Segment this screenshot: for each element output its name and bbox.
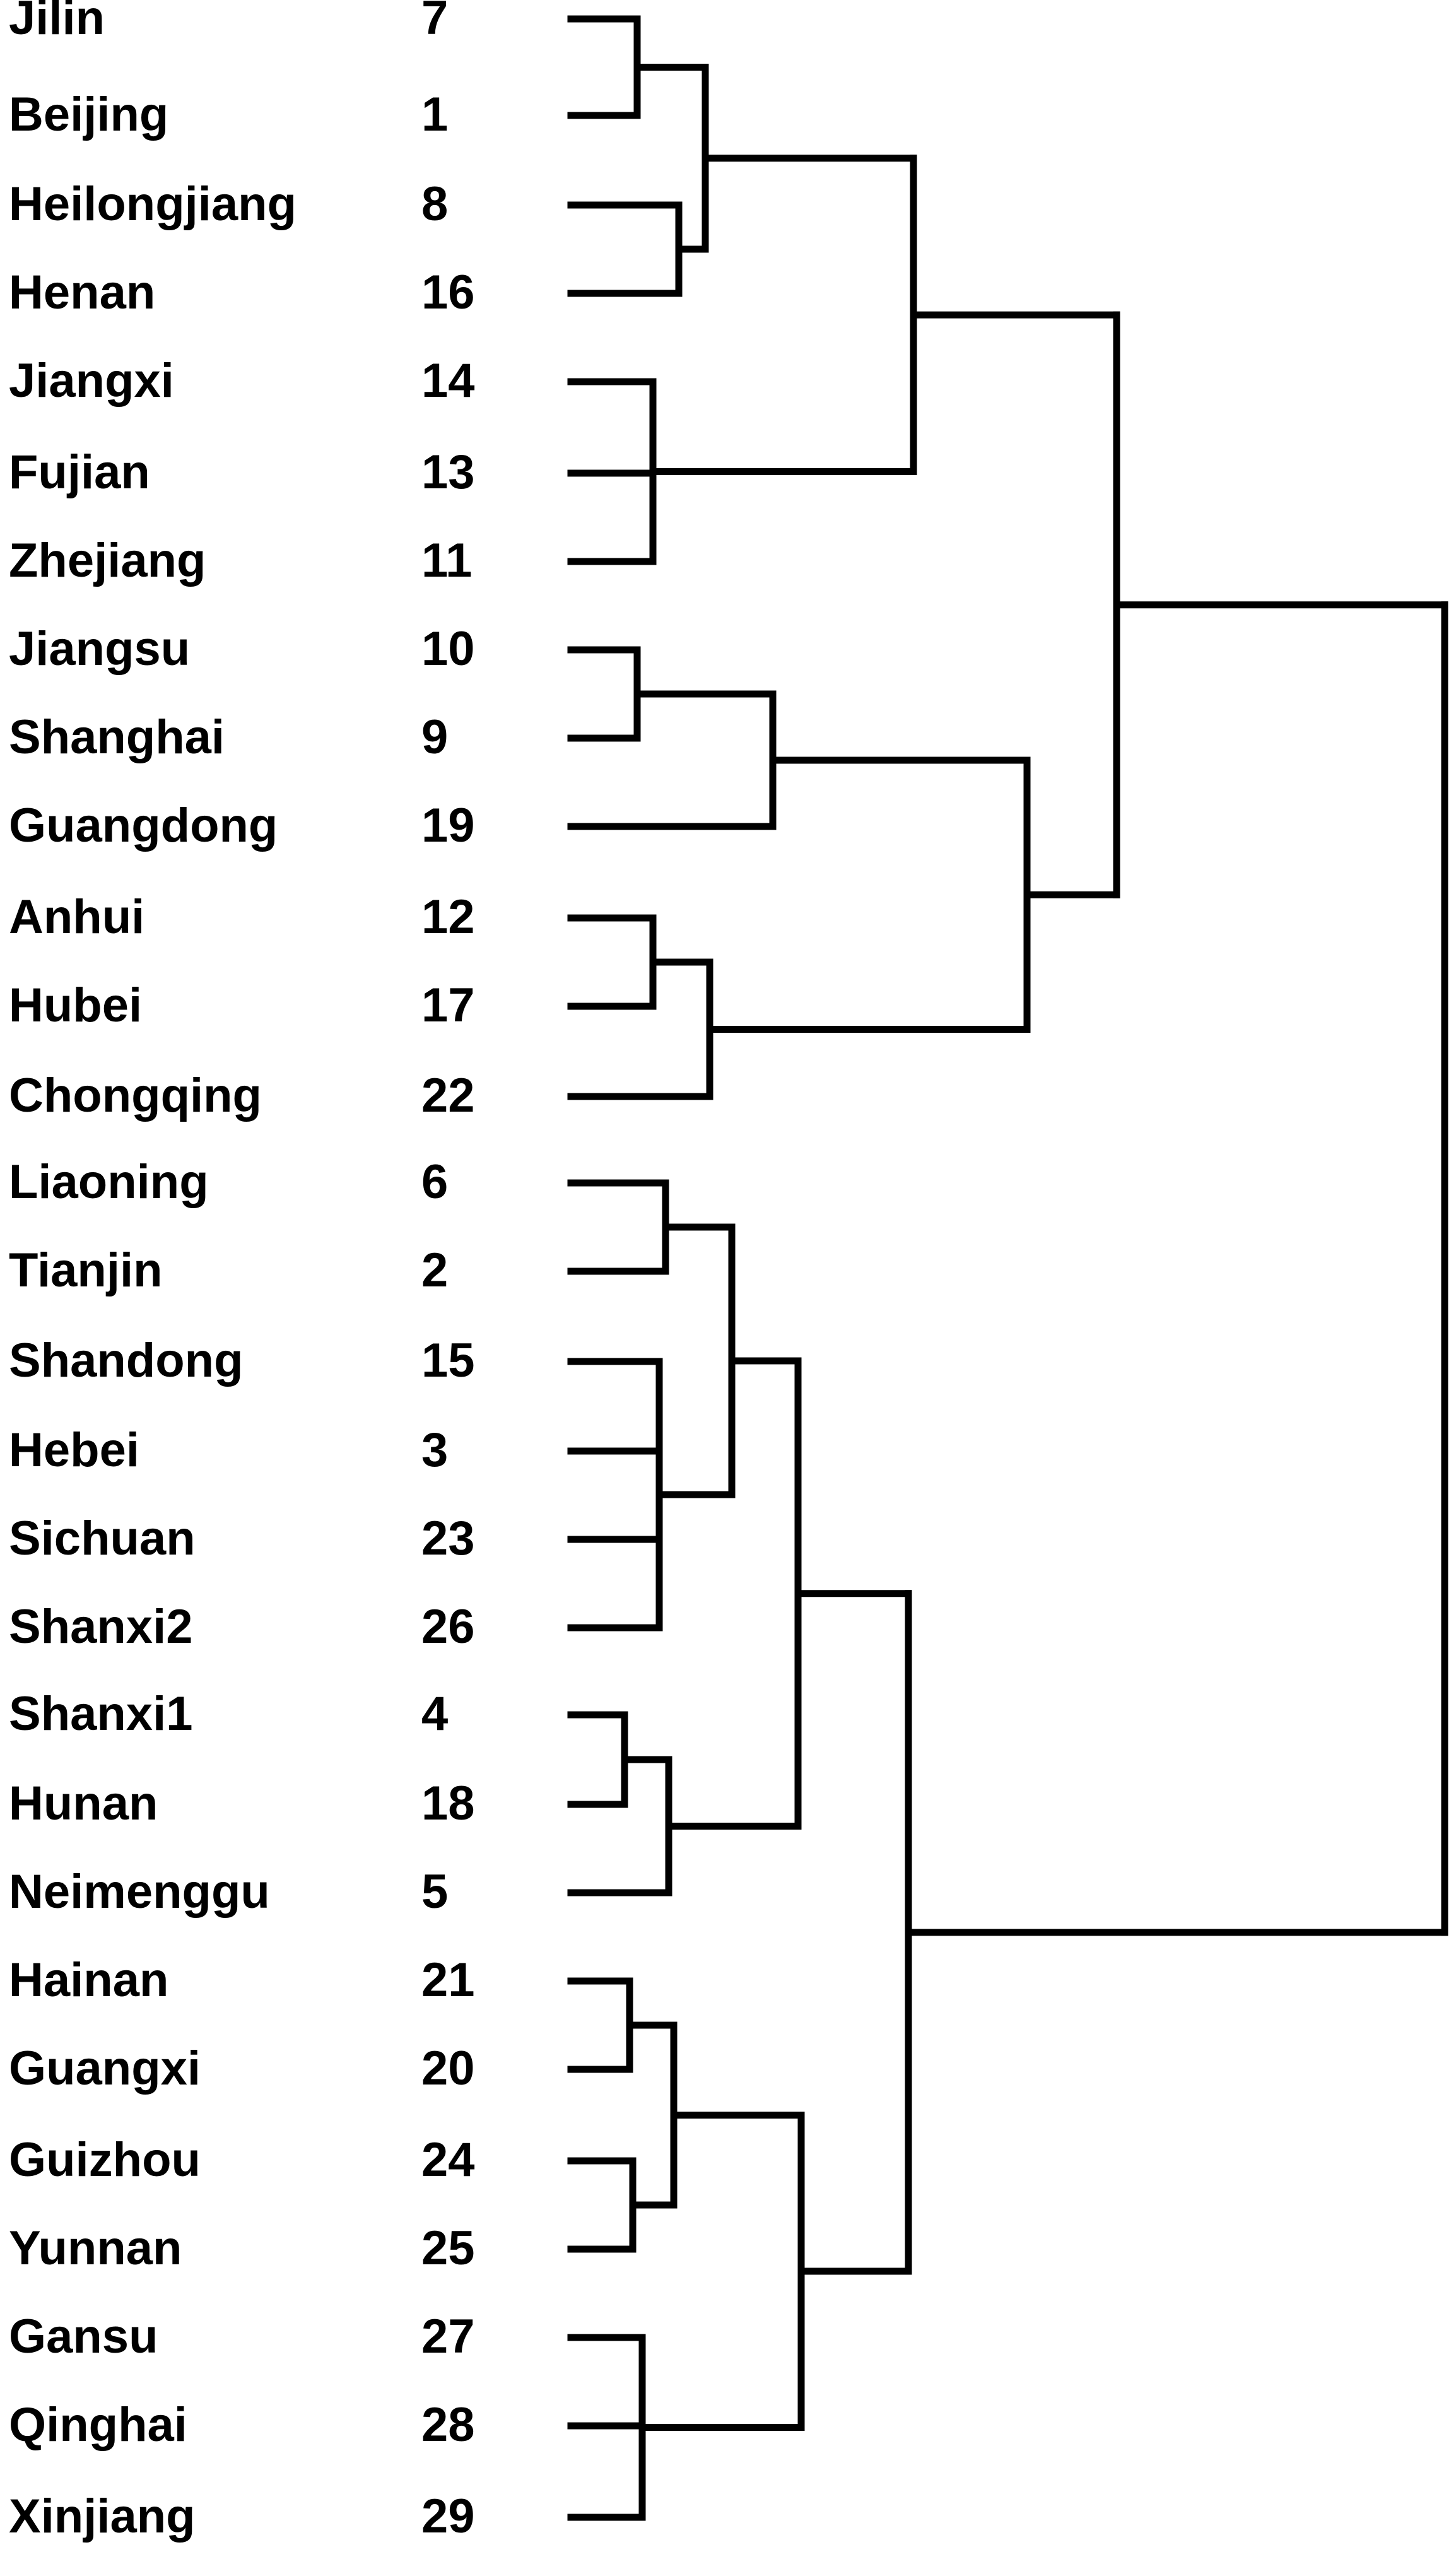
- leaf-number-label: 12: [421, 890, 475, 944]
- leaf-name-label: Liaoning: [9, 1155, 209, 1209]
- leaf-number-label: 11: [421, 534, 472, 587]
- leaf-name-label: Neimenggu: [9, 1865, 270, 1919]
- leaf-name-label: Chongqing: [9, 1069, 262, 1122]
- leaf-number-label: 1: [421, 88, 448, 141]
- leaf-name-label: Guangxi: [9, 2042, 201, 2095]
- leaf-name-label: Shanxi1: [9, 1687, 192, 1741]
- leaf-number-label: 17: [421, 979, 475, 1032]
- leaf-name-label: Shanxi2: [9, 1600, 192, 1654]
- leaf-name-label: Hainan: [9, 1953, 168, 2007]
- leaf-number-label: 9: [421, 710, 448, 764]
- leaf-number-label: 7: [421, 0, 448, 45]
- leaf-name-label: Shanghai: [9, 710, 225, 764]
- leaf-number-label: 5: [421, 1865, 448, 1919]
- leaf-name-label: Jiangxi: [9, 354, 174, 408]
- leaf-name-label: Fujian: [9, 445, 150, 499]
- leaf-name-label: Tianjin: [9, 1244, 163, 1297]
- leaf-number-label: 28: [421, 2398, 475, 2452]
- leaf-name-label: Jilin: [9, 0, 105, 45]
- leaf-name-label: Anhui: [9, 890, 144, 944]
- leaf-name-label: Zhejiang: [9, 534, 206, 587]
- leaf-name-label: Guangdong: [9, 799, 278, 852]
- leaf-number-label: 3: [421, 1423, 448, 1477]
- leaf-number-label: 20: [421, 2042, 475, 2095]
- leaf-number-label: 16: [421, 266, 475, 319]
- leaf-number-label: 18: [421, 1777, 475, 1830]
- leaf-name-label: Gansu: [9, 2310, 158, 2363]
- leaf-number-label: 13: [421, 445, 475, 499]
- leaf-name-label: Guizhou: [9, 2133, 201, 2187]
- leaf-number-label: 27: [421, 2310, 475, 2363]
- leaf-name-label: Yunnan: [9, 2221, 182, 2275]
- leaf-name-label: Hebei: [9, 1423, 139, 1477]
- leaf-name-label: Shandong: [9, 1334, 244, 1387]
- leaf-number-label: 14: [421, 354, 475, 408]
- leaf-name-label: Heilongjiang: [9, 177, 296, 231]
- leaf-number-label: 4: [421, 1687, 448, 1741]
- leaf-number-label: 29: [421, 2490, 475, 2543]
- leaf-number-label: 25: [421, 2221, 475, 2275]
- leaf-name-label: Hubei: [9, 979, 142, 1032]
- leaf-number-label: 24: [421, 2133, 475, 2187]
- leaf-number-label: 2: [421, 1244, 448, 1297]
- leaf-name-label: Jiangsu: [9, 622, 190, 676]
- leaf-name-label: Hunan: [9, 1777, 158, 1830]
- leaf-number-label: 21: [421, 1953, 475, 2007]
- leaf-number-label: 23: [421, 1512, 475, 1565]
- leaf-number-label: 26: [421, 1600, 475, 1654]
- leaf-number-label: 22: [421, 1069, 475, 1122]
- leaf-name-label: Qinghai: [9, 2398, 187, 2452]
- leaf-name-label: Xinjiang: [9, 2490, 196, 2543]
- leaf-name-label: Sichuan: [9, 1512, 196, 1565]
- leaf-number-label: 19: [421, 799, 475, 852]
- leaf-number-label: 15: [421, 1334, 475, 1387]
- leaf-number-label: 10: [421, 622, 475, 676]
- leaf-name-label: Henan: [9, 266, 155, 319]
- dendrogram-branches: [567, 15, 1448, 2521]
- leaf-number-label: 8: [421, 177, 448, 231]
- leaf-labels: Jilin 7 Beijing 1 Heilongjiang 8 Henan 16 Jiangx…: [9, 0, 475, 2543]
- leaf-number-label: 6: [421, 1155, 448, 1209]
- leaf-name-label: Beijing: [9, 88, 168, 141]
